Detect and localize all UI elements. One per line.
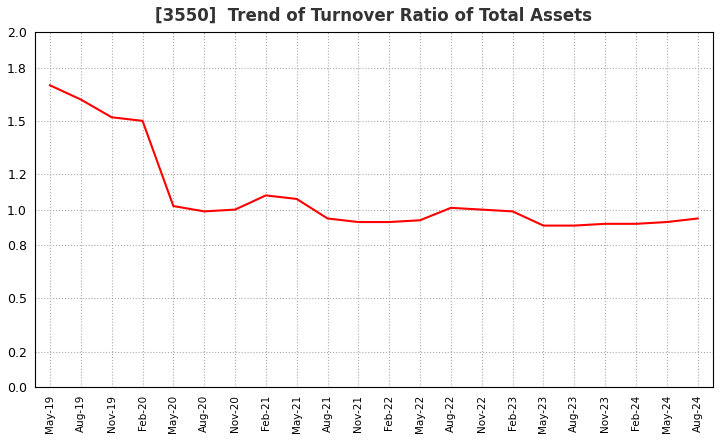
- Title: [3550]  Trend of Turnover Ratio of Total Assets: [3550] Trend of Turnover Ratio of Total …: [156, 7, 593, 25]
